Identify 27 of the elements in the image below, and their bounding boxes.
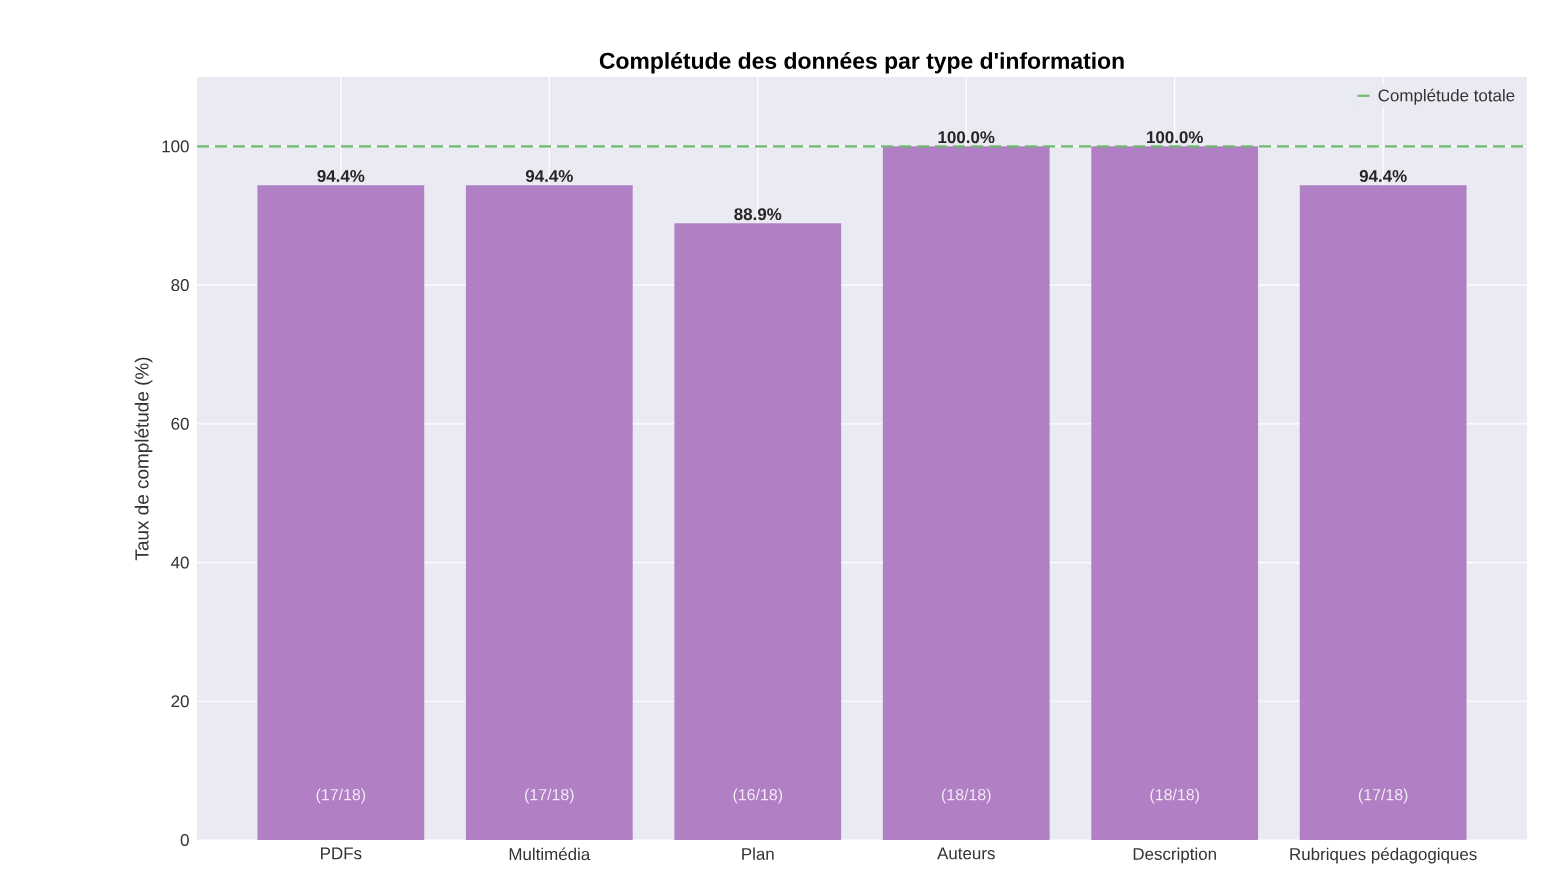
y-tick-label: 60 xyxy=(171,417,189,430)
annotation: (18/18) xyxy=(1150,788,1199,804)
y-tick-label: 40 xyxy=(171,556,189,569)
annotation: (17/18) xyxy=(316,788,366,804)
data-label: 94.4% xyxy=(525,170,573,183)
annotation: (17/18) xyxy=(525,788,574,804)
x-tick-label: Plan xyxy=(742,847,774,860)
annotation: (18/18) xyxy=(941,788,991,804)
x-tick-label: Auteurs xyxy=(937,847,995,860)
y-tick-label: 0 xyxy=(180,834,189,846)
y-tick-label: 20 xyxy=(171,695,189,708)
x-tick-label: PDFs xyxy=(321,847,362,860)
x-tick-label: Multimédia xyxy=(509,847,591,861)
annotation: (16/18) xyxy=(733,788,783,804)
data-label: 94.4% xyxy=(1359,170,1407,183)
data-label: 100.0% xyxy=(1147,131,1203,144)
data-label: 100.0% xyxy=(938,131,995,144)
y-tick-label: 80 xyxy=(171,279,189,292)
data-label: 94.4% xyxy=(317,170,365,183)
y-axis-title: Taux de complétude (%) xyxy=(134,357,153,561)
legend-label: Complétude totale xyxy=(1378,88,1515,105)
annotation: (17/18) xyxy=(1358,788,1408,804)
x-tick-label: Description xyxy=(1133,847,1216,864)
chart-title: Complétude des données par type d'information xyxy=(599,51,1124,74)
x-tick-label: Rubriques pédagogiques xyxy=(1290,847,1477,864)
data-label: 88.9% xyxy=(734,208,782,221)
y-tick-label: 100 xyxy=(162,140,189,153)
